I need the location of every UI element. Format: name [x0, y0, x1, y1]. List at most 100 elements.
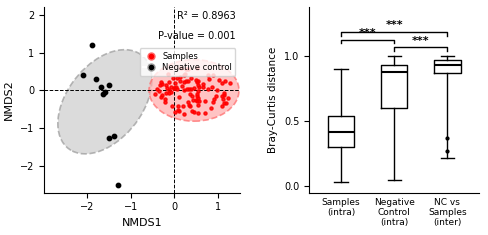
Point	[218, 81, 225, 85]
Point	[153, 87, 161, 91]
Point	[164, 72, 172, 75]
Point	[168, 104, 176, 108]
Point	[176, 75, 183, 79]
Point	[170, 86, 178, 90]
Point	[188, 109, 196, 113]
Point	[183, 100, 191, 104]
Point	[176, 67, 184, 70]
Point	[161, 100, 169, 104]
Point	[220, 79, 228, 83]
Point	[151, 92, 159, 96]
Point	[189, 98, 197, 102]
Point	[192, 78, 200, 82]
Point	[154, 89, 162, 92]
Text: P-value = 0.001: P-value = 0.001	[158, 31, 235, 41]
Point	[79, 73, 87, 77]
Point	[99, 92, 106, 96]
Point	[179, 88, 187, 92]
Point	[184, 67, 192, 70]
Point	[157, 95, 164, 99]
Point	[193, 92, 201, 95]
Point	[177, 84, 185, 88]
Point	[194, 83, 202, 87]
Point	[193, 100, 201, 103]
Point	[180, 73, 188, 77]
Point	[162, 83, 170, 87]
Point	[205, 77, 213, 81]
Point	[193, 94, 201, 98]
Point	[192, 98, 200, 102]
Point	[208, 100, 216, 104]
Point	[97, 85, 104, 89]
Point	[189, 86, 197, 90]
Point	[184, 87, 192, 90]
Point	[193, 80, 201, 84]
Point	[212, 94, 220, 98]
Point	[190, 110, 198, 114]
Point	[164, 81, 172, 84]
Point	[162, 91, 169, 95]
Point	[225, 81, 233, 85]
Point	[194, 103, 202, 107]
Point	[201, 111, 208, 115]
Point	[186, 76, 194, 79]
Point	[175, 95, 183, 99]
Point	[219, 97, 226, 101]
Point	[220, 93, 227, 97]
Point	[194, 111, 202, 115]
Point	[224, 96, 232, 100]
Point	[212, 88, 220, 92]
Point	[180, 112, 188, 115]
Text: ***: ***	[358, 28, 376, 38]
Text: ***: ***	[411, 36, 428, 46]
Point	[164, 89, 172, 92]
Point	[157, 94, 165, 97]
Point	[204, 73, 212, 77]
Point	[114, 183, 122, 187]
Point	[157, 80, 165, 84]
Point	[172, 76, 180, 80]
Point	[209, 73, 217, 76]
Text: ***: ***	[385, 20, 402, 30]
Point	[181, 72, 189, 75]
Point	[182, 79, 190, 83]
Point	[172, 87, 180, 91]
Point	[183, 79, 191, 83]
Point	[167, 90, 175, 94]
Point	[193, 66, 201, 70]
Point	[185, 104, 193, 108]
Point	[185, 92, 193, 96]
Y-axis label: Bray-Curtis distance: Bray-Curtis distance	[268, 47, 278, 153]
Point	[187, 87, 195, 91]
Point	[194, 79, 202, 82]
Point	[172, 85, 180, 89]
Point	[101, 90, 108, 94]
Point	[203, 87, 211, 91]
Point	[176, 79, 183, 83]
X-axis label: NMDS1: NMDS1	[121, 218, 162, 228]
Point	[166, 85, 174, 89]
Point	[220, 91, 227, 95]
Point	[175, 109, 183, 113]
Point	[194, 96, 202, 100]
Point	[105, 83, 113, 87]
Point	[194, 89, 202, 93]
Point	[105, 136, 113, 140]
Point	[169, 76, 177, 80]
Point	[174, 109, 182, 112]
Point	[183, 87, 191, 91]
Point	[199, 82, 207, 86]
Ellipse shape	[58, 50, 152, 154]
Point	[201, 99, 209, 103]
Y-axis label: NMDS2: NMDS2	[4, 79, 14, 120]
Point	[185, 103, 193, 107]
Point	[156, 83, 163, 87]
Point	[178, 104, 186, 107]
Point	[218, 104, 226, 108]
Point	[180, 81, 188, 84]
Point	[220, 101, 228, 105]
Point	[209, 97, 217, 101]
Point	[195, 99, 203, 103]
Point	[215, 78, 223, 82]
Point	[161, 97, 169, 101]
